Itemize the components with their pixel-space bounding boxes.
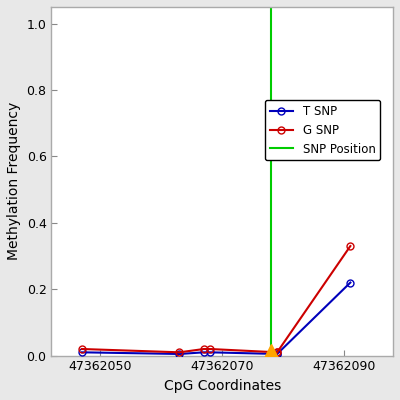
Legend: T SNP, G SNP, SNP Position: T SNP, G SNP, SNP Position bbox=[265, 100, 380, 160]
Y-axis label: Methylation Frequency: Methylation Frequency bbox=[7, 102, 21, 260]
X-axis label: CpG Coordinates: CpG Coordinates bbox=[164, 379, 281, 393]
